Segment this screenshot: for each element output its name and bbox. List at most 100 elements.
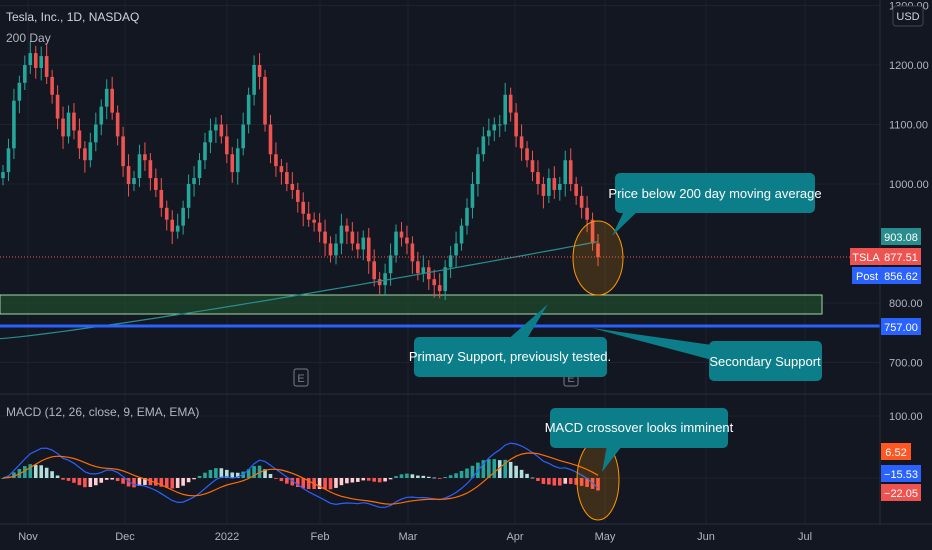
macd-histogram-bar [77, 478, 82, 486]
candle [557, 176, 562, 201]
macd-histogram-bar [99, 478, 104, 483]
macd-histogram-bar [596, 478, 600, 491]
candle [235, 138, 240, 185]
candle [585, 195, 589, 233]
currency-badge[interactable]: USD [892, 5, 924, 27]
callout-text: Secondary Support [709, 354, 821, 369]
candle [219, 114, 224, 144]
candle [301, 192, 306, 227]
candle [563, 150, 568, 197]
candle [323, 219, 327, 256]
candle [66, 105, 71, 144]
candle [132, 170, 136, 192]
price-label-ma: 903.08 [881, 228, 921, 245]
candle [12, 88, 16, 160]
macd-histogram-bar [121, 478, 125, 484]
macd-histogram-bar [295, 478, 300, 488]
price-axis[interactable]: 700.00800.001000.001100.001200.001300.00… [889, 1, 929, 424]
candle [143, 142, 147, 171]
macd-histogram-bar [481, 460, 486, 478]
candle [61, 106, 65, 149]
macd-histogram-bar [230, 472, 235, 478]
candle [110, 76, 114, 120]
candle [50, 69, 54, 104]
macd-histogram-bar [290, 478, 295, 486]
macd-histogram-bar [443, 477, 447, 478]
macd-histogram-bar [279, 478, 284, 482]
macd-label-value: −15.53 [884, 469, 918, 481]
candle [164, 200, 169, 231]
earnings-marker-label: E [567, 373, 574, 385]
macd-label-value: −22.05 [884, 488, 918, 500]
macd-histogram-bar [154, 478, 158, 486]
macd-histogram-bar [585, 478, 589, 487]
macd-histogram-bar [181, 478, 185, 486]
candle [366, 228, 371, 274]
earnings-marker[interactable]: E [293, 368, 309, 387]
candle [476, 147, 480, 197]
macd-histogram-bar [470, 465, 475, 478]
macd-histogram-bar [383, 478, 387, 482]
candle [459, 218, 464, 251]
price-label-value: 877.51 [884, 252, 918, 264]
macd-histogram-bar [301, 478, 306, 489]
candle [148, 153, 153, 191]
candle [175, 213, 180, 239]
macd-histogram-bar [225, 469, 229, 478]
price-tick-label: 1000.00 [889, 179, 929, 191]
callout-text: Price below 200 day moving average [608, 186, 821, 201]
macd-histogram-bar [377, 478, 382, 483]
grid [0, 0, 880, 524]
callout-price-below-ma: Price below 200 day moving average [608, 173, 822, 236]
candle [437, 273, 442, 299]
candle [104, 79, 109, 120]
candle [465, 198, 469, 235]
time-axis[interactable]: Nov Dec 2022 Feb Mar Apr May Jun Jul [18, 531, 812, 543]
candle [268, 114, 273, 164]
macd-histogram-bar [399, 474, 404, 478]
time-tick-label: Dec [115, 531, 135, 543]
macd-histogram-bar [426, 476, 431, 478]
time-tick-label: Nov [18, 531, 38, 543]
candle [530, 150, 535, 182]
callout-secondary-support: Secondary Support [592, 328, 822, 381]
macd-histogram-bar [203, 472, 207, 478]
candle [514, 103, 518, 148]
time-tick-label: 2022 [215, 531, 239, 543]
macd-histogram-bar [465, 468, 469, 478]
price-label-post: Post 856.62 [852, 267, 921, 284]
price-label-tag: Post [856, 271, 878, 283]
macd-histogram-bar [525, 473, 529, 478]
candle [246, 87, 251, 134]
symbol-title[interactable]: Tesla, Inc., 1D, NASDAQ [6, 10, 140, 24]
candle [279, 159, 284, 185]
candle [410, 236, 415, 274]
macd-histogram-bar [104, 478, 109, 480]
price-label-last: TSLA 877.51 [850, 248, 921, 265]
macd-histogram-bar [388, 478, 393, 480]
macd-histogram-bar [530, 477, 535, 479]
candle [443, 260, 447, 301]
candle [44, 44, 49, 85]
macd-histogram-bar [557, 478, 562, 486]
macd-histogram-bar [487, 459, 491, 478]
macd-histogram-bar [492, 459, 497, 478]
macd-histogram-bar [246, 469, 251, 478]
candle [230, 147, 235, 183]
candle [126, 154, 131, 197]
candle [214, 117, 218, 143]
ma-legend[interactable]: 200 Day [6, 31, 51, 45]
candles [1, 41, 600, 301]
macd-legend[interactable]: MACD (12, 26, close, 9, EMA, EMA) [6, 405, 200, 419]
macd-histogram-bar [39, 465, 44, 478]
macd-histogram-bar [421, 475, 426, 478]
macd-label-macd: −15.53 [881, 465, 921, 482]
callout-text: MACD crossover looks imminent [545, 420, 734, 435]
candle [508, 87, 513, 122]
macd-histogram-bar [574, 478, 578, 485]
candle [225, 124, 229, 164]
candle [115, 105, 120, 146]
macd-histogram-bar [93, 478, 98, 486]
